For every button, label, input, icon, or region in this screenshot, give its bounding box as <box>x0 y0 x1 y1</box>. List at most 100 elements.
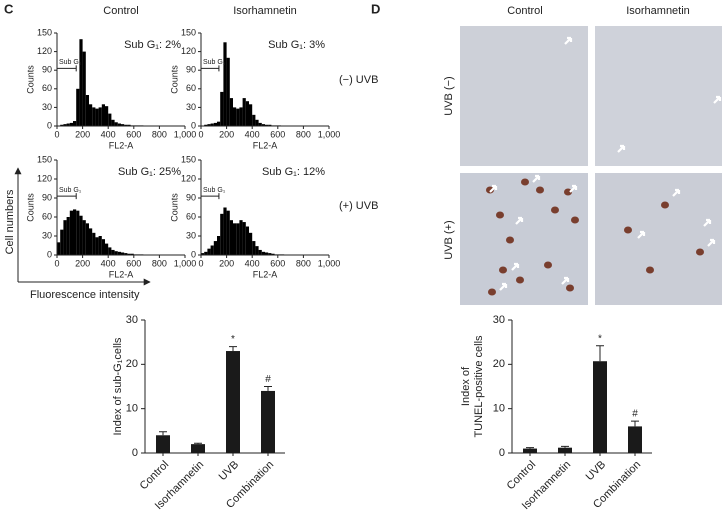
y-tick-label: 30 <box>493 314 505 326</box>
column-header: Isorhamnetin <box>626 5 690 17</box>
histogram-bar <box>223 42 227 126</box>
histogram-bar <box>210 123 214 126</box>
axis-label: Fluorescence intensity <box>30 289 140 301</box>
x-tick-label: 1,000 <box>174 258 197 268</box>
x-tick-label: UVB <box>584 459 608 483</box>
histogram-bar <box>124 124 128 126</box>
histogram-bar <box>114 251 118 255</box>
histogram-bar <box>73 209 77 255</box>
histogram-bar <box>252 241 256 255</box>
y-axis-label: Counts <box>169 65 179 94</box>
x-tick-label: 400 <box>245 258 260 268</box>
bar <box>593 361 607 453</box>
histogram-bar <box>73 121 77 126</box>
gate <box>200 193 220 200</box>
histogram-bar <box>226 57 230 126</box>
stained-cell <box>516 276 524 284</box>
histogram-bar <box>239 107 243 126</box>
histogram-bar <box>217 121 221 126</box>
histogram-bar <box>265 124 269 126</box>
column-header: Control <box>507 5 542 17</box>
x-axis-label: FL2-A <box>253 269 278 279</box>
stained-cell <box>536 186 544 194</box>
x-tick-label: 400 <box>101 258 116 268</box>
bar <box>226 351 240 453</box>
arrow <box>707 238 716 247</box>
x-tick-label: UVB <box>217 459 241 483</box>
histogram-bar <box>82 220 86 255</box>
stained-cell <box>646 266 654 274</box>
histogram-bar <box>101 239 105 255</box>
y-tick-label: 0 <box>499 447 505 459</box>
arrow <box>564 36 573 45</box>
y-tick-label: 10 <box>493 403 505 415</box>
histogram-bar <box>210 245 214 255</box>
histogram-bar <box>114 122 118 126</box>
row-label: UVB (+) <box>443 220 455 259</box>
histogram-bar <box>63 124 67 126</box>
x-tick-label: 600 <box>126 129 141 139</box>
stained-cell <box>488 288 496 296</box>
histogram-bar <box>236 108 240 126</box>
stained-cell <box>571 216 579 224</box>
histogram-bar <box>213 122 217 126</box>
column-header: Isorhamnetin <box>233 5 297 17</box>
x-tick-label: 200 <box>219 129 234 139</box>
error-bar <box>631 420 639 427</box>
x-tick-label: 800 <box>152 258 167 268</box>
y-tick-label: 0 <box>47 120 52 130</box>
histogram-bar <box>130 253 134 255</box>
stained-cell <box>661 201 669 209</box>
histogram-bar <box>82 51 86 126</box>
annotation: Sub G₁: 2% <box>124 39 181 51</box>
arrow <box>703 218 712 227</box>
histogram-bar <box>127 253 131 255</box>
histogram-bar <box>101 104 105 126</box>
histogram-bar <box>76 210 80 255</box>
histogram-bar <box>89 228 93 255</box>
histogram-bar <box>217 236 221 255</box>
histogram-bar <box>98 107 102 126</box>
y-tick-label: 60 <box>186 83 196 93</box>
histogram-bar <box>60 229 64 255</box>
significance-mark: * <box>598 333 602 344</box>
y-tick-label: 20 <box>126 358 138 370</box>
x-tick-label: 600 <box>126 258 141 268</box>
error-bar <box>596 345 604 362</box>
significance-mark: # <box>265 374 271 385</box>
axis-label: Cell numbers <box>4 189 16 254</box>
bar <box>156 435 170 453</box>
y-tick-label: 10 <box>126 403 138 415</box>
stained-cell <box>566 284 574 292</box>
histogram-bar <box>213 241 217 255</box>
stained-cell <box>624 226 632 234</box>
histogram-bar <box>220 91 224 126</box>
stained-cell <box>696 248 704 256</box>
histogram-bar <box>265 252 269 255</box>
error-bar <box>194 442 202 445</box>
arrow <box>672 188 681 197</box>
micrograph <box>460 26 588 166</box>
y-tick-label: 90 <box>42 65 52 75</box>
gate-label: Sub G₁ <box>59 59 82 66</box>
histogram-bar <box>261 124 265 126</box>
y-tick-label: 120 <box>181 46 196 56</box>
annotation: Sub G₁: 3% <box>268 39 325 51</box>
bar <box>523 448 537 453</box>
histogram-bar <box>271 253 275 255</box>
x-tick-label: 200 <box>75 129 90 139</box>
x-tick-label: 0 <box>54 258 59 268</box>
y-axis-label: TUNEL-positive cells <box>473 335 485 438</box>
histogram-bar <box>242 222 246 255</box>
arrow <box>617 144 626 153</box>
histogram-bar <box>63 220 67 255</box>
y-tick-label: 30 <box>186 102 196 112</box>
micrograph <box>595 26 722 166</box>
arrow <box>499 282 508 291</box>
significance-mark: * <box>231 334 235 345</box>
x-tick-label: 800 <box>296 258 311 268</box>
error-bar <box>159 431 167 436</box>
y-tick-label: 60 <box>42 211 52 221</box>
row-label: (+) UVB <box>339 200 378 212</box>
